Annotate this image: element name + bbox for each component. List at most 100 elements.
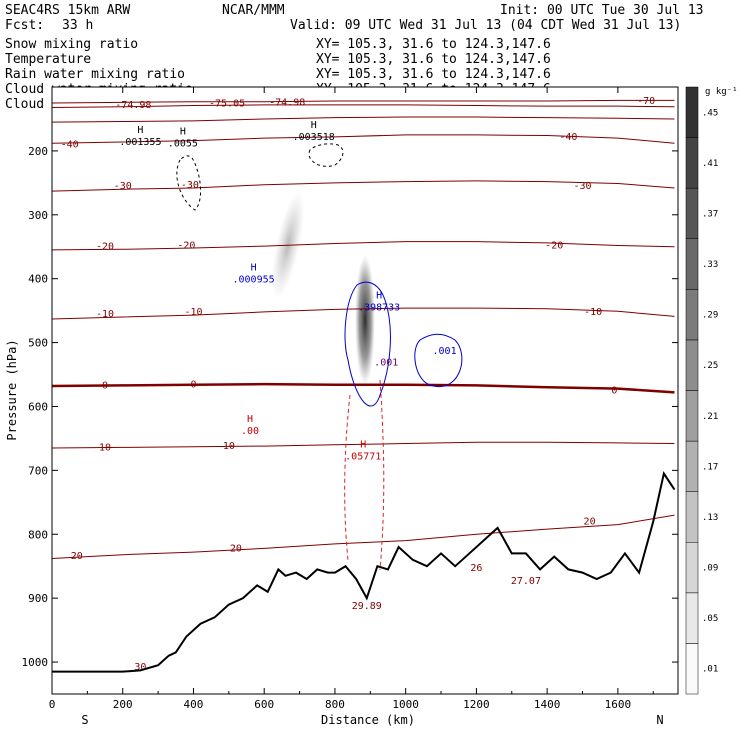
x-tick-label: 600 — [254, 698, 274, 711]
colorbar-level: .13 — [702, 513, 718, 523]
temperature-contour-line — [52, 441, 675, 449]
contour-label: 0 — [611, 386, 617, 397]
contour-label: -20 — [96, 242, 114, 253]
y-tick-label: 700 — [28, 464, 48, 477]
contour-label: 20 — [71, 551, 83, 562]
north-endpoint: N — [656, 713, 663, 727]
extremum-value: .0055 — [168, 139, 198, 150]
temperature-contours: -70 -74.98 -75.05 -74.98 -40 -40 -30 -30 -30 -20 -… — [52, 96, 675, 673]
colorbar-swatch — [685, 238, 699, 290]
extremum-value: .398733 — [358, 303, 400, 314]
contour-label: -30 — [114, 181, 132, 192]
contour-label: 30 — [134, 662, 146, 673]
colorbar-swatch — [685, 137, 699, 189]
colorbar-swatch — [685, 187, 699, 240]
temperature-contour-line — [52, 241, 675, 251]
extremum-value: .05771 — [345, 452, 381, 463]
extremum-value: .001 — [433, 346, 457, 357]
colorbar-level: .33 — [702, 260, 718, 270]
x-tick-label: 0 — [49, 698, 56, 711]
south-endpoint: S — [81, 713, 88, 727]
colorbar-swatch — [685, 289, 699, 341]
ice-shading-core — [355, 255, 375, 385]
contour-label: -70 — [637, 96, 655, 107]
contour-label: -10 — [584, 307, 602, 318]
x-tick-label: 1400 — [534, 698, 561, 711]
y-tick-label: 300 — [28, 209, 48, 222]
contour-label: -20 — [177, 240, 195, 251]
contour-label: -30 — [181, 180, 199, 191]
x-tick-label: 1600 — [605, 698, 632, 711]
temperature-contour-line — [52, 134, 675, 144]
contour-label: -74.98 — [115, 100, 151, 111]
x-axis-ticks: 0 200 400 600 800 1000 1200 1400 1600 — [49, 87, 654, 711]
colorbar-level: .17 — [702, 462, 718, 472]
field-name: Snow mixing ratio — [5, 37, 138, 52]
rain-contour — [344, 379, 385, 571]
extremum-value: .003518 — [293, 132, 335, 143]
contour-label: -30 — [573, 181, 591, 192]
contour-label: -74.98 — [269, 97, 305, 108]
contour-label: -40 — [559, 132, 577, 143]
field-name: Rain water mixing ratio — [5, 67, 185, 82]
extremum-value: .00 — [241, 426, 259, 437]
cloud-water-contour — [344, 281, 391, 407]
colorbar-swatch — [685, 86, 699, 138]
temperature-contour-line — [52, 116, 675, 123]
extremum-symbol: H — [251, 263, 257, 274]
colorbar-swatch — [685, 339, 699, 391]
colorbar-level: .37 — [702, 209, 718, 219]
colorbar-swatch — [685, 390, 699, 442]
x-tick-label: 800 — [325, 698, 345, 711]
temperature-contour-line — [52, 307, 675, 320]
colorbar-swatch — [685, 542, 699, 594]
contour-label: 0 — [190, 380, 196, 391]
x-axis-label: Distance (km) — [321, 713, 415, 727]
colorbar-swatch — [685, 643, 699, 695]
contour-label: 29.89 — [352, 601, 382, 612]
colorbar-swatch — [685, 491, 699, 543]
contour-label: -20 — [545, 240, 563, 251]
colorbar: g kg⁻¹ .01 .05 .09 .13 .17 .21 .25 .29 .33 .37 .41… — [685, 86, 738, 695]
colorbar-level: .21 — [702, 412, 718, 422]
init-time: Init: 00 UTC Tue 30 Jul 13 — [500, 3, 704, 18]
moisture-contours — [176, 143, 463, 571]
temperature-contour-line — [52, 514, 675, 560]
extremum-symbol: H — [311, 120, 317, 131]
y-tick-label: 400 — [28, 273, 48, 286]
extremum-symbol: H — [137, 125, 143, 136]
y-tick-label: 800 — [28, 528, 48, 541]
contour-label: -10 — [184, 307, 202, 318]
temperature-contour-line — [52, 382, 675, 394]
contour-label: -10 — [96, 309, 114, 320]
forecast-label: Fcst: — [5, 18, 44, 33]
contour-label: -40 — [61, 140, 79, 151]
extrema-markers: H.001355H.0055H.003518H.000955H.398733.0… — [119, 120, 456, 462]
forecast-value: 33 h — [62, 18, 93, 33]
temperature-contour-line — [52, 180, 675, 192]
extremum-value: .001 — [374, 358, 398, 369]
contour-label: 20 — [230, 543, 242, 554]
snow-contour-east — [308, 143, 344, 167]
contour-label: -75.05 — [209, 99, 245, 110]
temperature-contour-line — [52, 99, 675, 104]
y-tick-label: 900 — [28, 592, 48, 605]
model-title: SEAC4RS 15km ARW — [5, 3, 130, 18]
contour-label: 26 — [470, 563, 482, 574]
colorbar-level: .41 — [702, 159, 718, 169]
x-tick-label: 200 — [113, 698, 133, 711]
extremum-symbol: H — [376, 291, 382, 302]
colorbar-level: .45 — [702, 108, 718, 118]
y-axis-label: Pressure (hPa) — [5, 339, 19, 440]
contour-label: 0 — [102, 380, 108, 391]
field-xy: XY= 105.3, 31.6 to 124.3,147.6 — [316, 37, 551, 52]
colorbar-level: .05 — [702, 614, 718, 624]
contour-label: 10 — [223, 441, 235, 452]
colorbar-unit: g kg⁻¹ — [705, 87, 738, 97]
field-xy: XY= 105.3, 31.6 to 124.3,147.6 — [316, 67, 551, 82]
x-tick-label: 1000 — [392, 698, 419, 711]
colorbar-level: .29 — [702, 311, 718, 321]
field-name: Temperature — [5, 52, 91, 67]
